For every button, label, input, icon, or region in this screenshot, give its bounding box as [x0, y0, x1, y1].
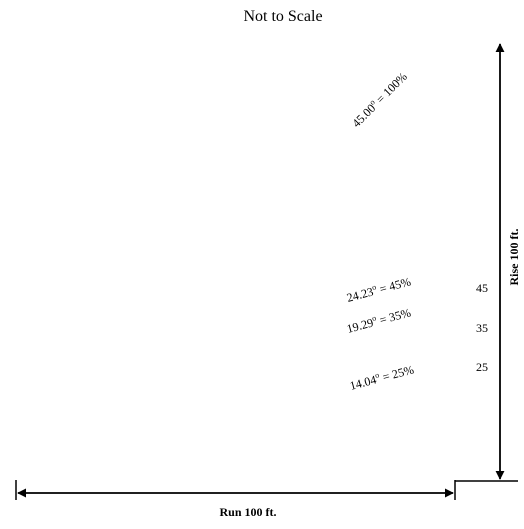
slope-label-25pct: 14.04o = 25%: [348, 361, 415, 393]
slope-label-45pct: 24.23o = 45%: [345, 273, 412, 305]
rise-value-35: 35: [476, 321, 488, 335]
rise-value-45: 45: [476, 281, 488, 295]
slope-label-35pct: 19.29o = 35%: [345, 304, 412, 336]
rise-value-25: 25: [476, 360, 488, 374]
run-label: Run 100 ft.: [219, 505, 276, 519]
slope-label-45deg: 45.00o = 100%: [349, 69, 410, 130]
diagram-title: Not to Scale: [243, 8, 322, 25]
rise-label: Rise 100 ft.: [507, 229, 521, 286]
